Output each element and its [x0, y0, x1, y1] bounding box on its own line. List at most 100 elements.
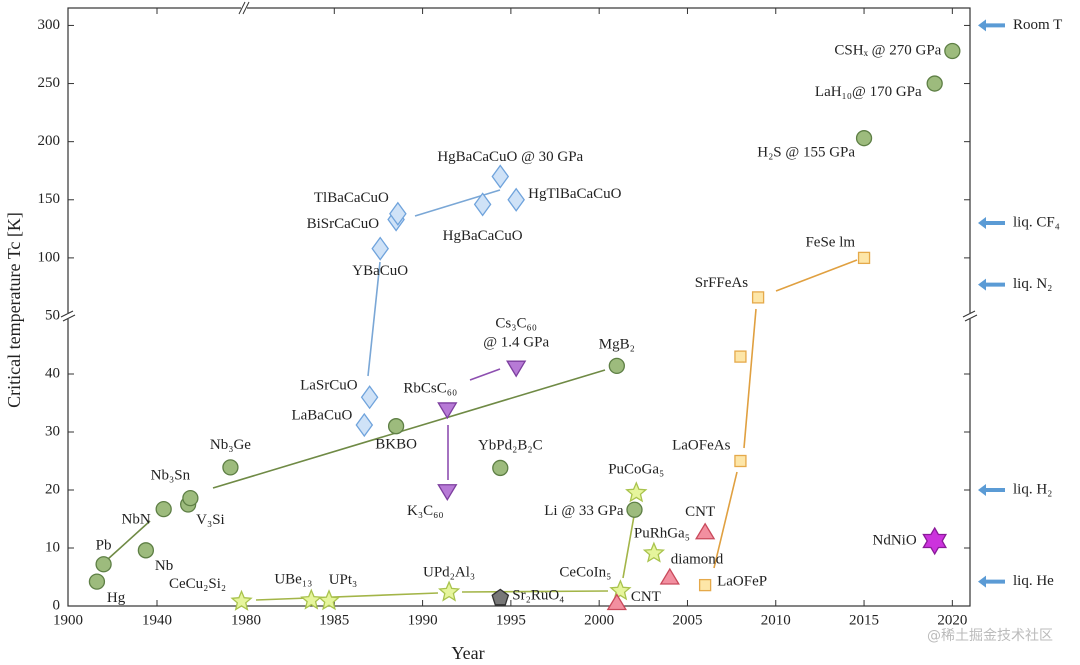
data-point [659, 567, 680, 585]
point-label: TlBaCaCuO [314, 190, 389, 206]
reference-label: liq. CF₄ [1013, 214, 1060, 230]
data-point [642, 541, 666, 563]
data-point [155, 500, 172, 518]
data-point [606, 593, 627, 611]
point-label: LaOFeP [717, 574, 767, 590]
data-point [222, 459, 239, 476]
point-label: LaH₁₀@ 170 GPa [815, 84, 922, 100]
reference-arrow [978, 19, 1005, 32]
x-tick-label: 1900 [53, 612, 83, 628]
connector [212, 369, 606, 489]
y-tick-label: 250 [38, 75, 61, 91]
axis-break [62, 313, 74, 319]
x-tick-label: 1940 [142, 612, 172, 628]
x-tick-label: 1985 [319, 612, 349, 628]
x-tick-label: 1980 [231, 612, 261, 628]
data-point [95, 556, 112, 573]
point-label: CeCoIn₅ [559, 564, 611, 580]
point-label: K₃C₆₀ [407, 503, 444, 519]
data-point [437, 402, 458, 420]
point-label: Nb [155, 558, 173, 574]
point-label: UPd₂Al₃ [423, 565, 475, 581]
point-label: Pb [96, 538, 112, 554]
y-tick-label: 100 [38, 249, 61, 265]
point-label: FeSe lm [805, 234, 855, 250]
data-point [506, 360, 527, 378]
connector [255, 592, 439, 601]
data-point [926, 75, 943, 92]
point-label: CSHₓ @ 270 GPa [834, 42, 941, 58]
point-label: UBe₁₃ [274, 572, 312, 588]
reference-arrow [978, 217, 1005, 230]
reference-label: Room T [1013, 17, 1062, 33]
connector [743, 308, 757, 449]
data-point [855, 130, 873, 147]
data-point [360, 385, 379, 410]
point-label: Nb₃Ge [210, 437, 251, 453]
point-label: Cs₃C₆₀ [495, 316, 537, 332]
data-point [944, 42, 961, 60]
point-label: NdNiO [873, 532, 917, 548]
data-point [88, 573, 106, 590]
plot-frame [67, 7, 971, 607]
point-label: LaOFeAs [672, 437, 730, 453]
x-tick-label: 2020 [937, 612, 967, 628]
point-label: NbN [122, 512, 151, 528]
data-point [182, 489, 199, 507]
point-label: CNT [685, 504, 715, 520]
data-point [230, 589, 253, 611]
data-point [751, 291, 765, 304]
data-point [609, 579, 632, 601]
axis-break [964, 313, 976, 319]
connector [414, 189, 501, 217]
connectors [107, 189, 858, 601]
point-label: SrFFeAs [695, 275, 749, 291]
data-point [300, 588, 323, 610]
x-axis-label: Year [451, 643, 484, 663]
connector [367, 261, 381, 377]
axis-break [242, 1, 250, 15]
data-point [387, 418, 405, 435]
data-point [625, 481, 648, 503]
data-point [734, 350, 747, 363]
point-label: YbPd₂B₂C [478, 437, 543, 453]
point-label: diamond [671, 551, 724, 567]
data-point [492, 459, 509, 477]
reference-label: liq. N₂ [1013, 276, 1052, 292]
data-point [507, 187, 525, 212]
point-label: CeCu₂Si₂ [169, 576, 226, 592]
data-point [857, 251, 871, 265]
axis-break [62, 314, 76, 322]
point-label: PuCoGa₅ [608, 461, 664, 477]
point-label: YBaCuO [352, 263, 408, 279]
data-point [608, 357, 625, 375]
x-tick-label: 2015 [849, 612, 879, 628]
point-label: MgB₂ [599, 336, 635, 352]
point-label: V₃Si [196, 512, 225, 528]
point-label: @ 1.4 GPa [483, 335, 549, 351]
data-point [389, 201, 407, 226]
data-point [473, 192, 492, 217]
point-label: HgBaCaCuO [443, 228, 523, 244]
point-label: LaBaCuO [291, 407, 352, 423]
data-point [438, 580, 461, 602]
data-point [491, 164, 510, 189]
data-point [922, 526, 948, 556]
point-label: Nb₃Sn [151, 468, 191, 484]
axis-break [60, 310, 74, 318]
point-label: HgBaCaCuO @ 30 GPa [437, 149, 583, 165]
x-tick-label: 2010 [761, 612, 791, 628]
y-tick-label: 10 [45, 539, 60, 555]
x-tick-label: 2000 [584, 612, 614, 628]
point-label: BiSrCaCuO [307, 216, 380, 232]
y-axis-label: Critical temperature Tc [K] [4, 212, 24, 408]
axis-break [962, 310, 976, 318]
point-label: PuRhGa₅ [634, 526, 690, 542]
point-label: LaSrCuO [300, 378, 358, 394]
data-point [355, 412, 374, 438]
reference-arrow [978, 278, 1005, 291]
y-tick-label: 20 [45, 481, 60, 497]
data-point [491, 588, 510, 606]
point-label: RbCsC₆₀ [403, 380, 457, 396]
point-label: Hg [107, 590, 126, 606]
